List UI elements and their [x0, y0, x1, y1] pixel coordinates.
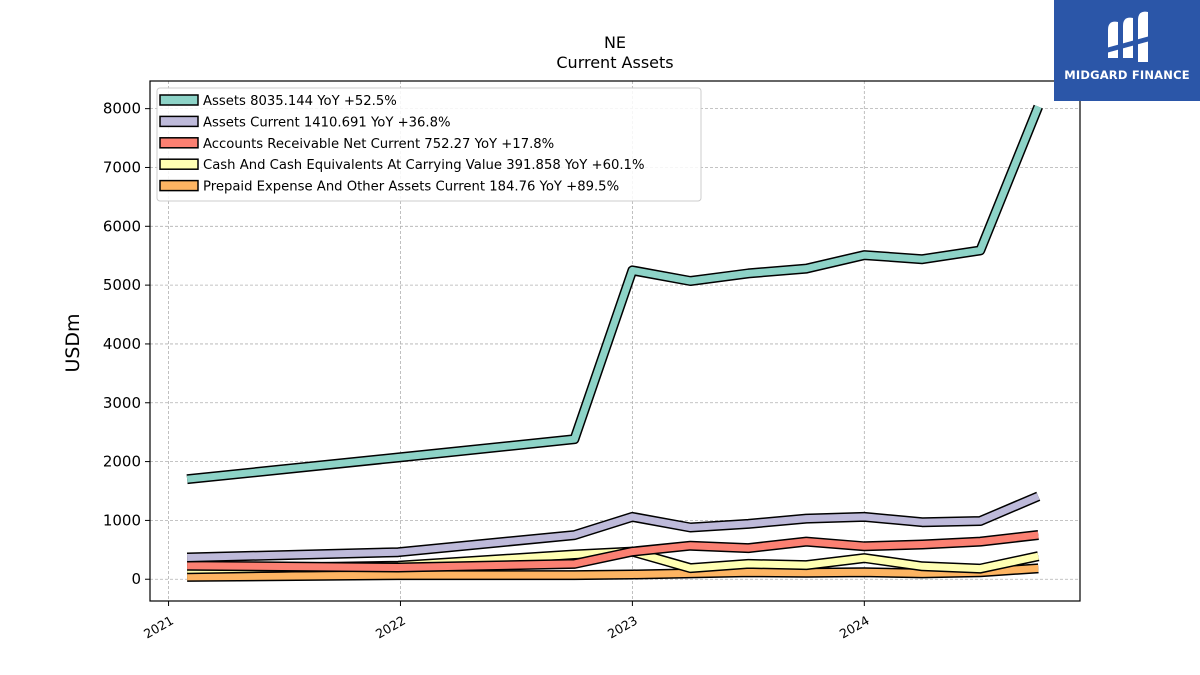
- legend-label: Assets 8035.144 YoY +52.5%: [203, 94, 397, 109]
- series-assets-current: [186, 491, 1041, 563]
- x-axis-ticks: 2021 2022 2023 2024: [141, 601, 872, 642]
- x-tick-label: 2022: [373, 613, 408, 642]
- y-tick-label: 2000: [103, 453, 141, 471]
- midgard-finance-logo: MIDGARD FINANCE: [1054, 0, 1200, 101]
- legend-item: Assets 8035.144 YoY +52.5%: [159, 94, 397, 109]
- midgard-logo-icon: [1106, 11, 1150, 62]
- series-line: [187, 493, 1040, 561]
- series-line: [187, 531, 1039, 571]
- y-tick-label: 3000: [103, 394, 141, 412]
- y-tick-label: 8000: [103, 100, 141, 118]
- legend-swatch: [159, 94, 199, 106]
- x-tick-label: 2021: [141, 613, 176, 642]
- legend-swatch: [159, 137, 199, 149]
- series-line: [186, 105, 1042, 483]
- legend-swatch: [159, 115, 199, 128]
- legend-swatch: [159, 179, 199, 192]
- y-tick-label: 1000: [103, 511, 141, 529]
- legend-item: Cash And Cash Equivalents At Carrying Va…: [159, 158, 644, 173]
- y-tick-label: 0: [131, 570, 141, 588]
- legend-label: Cash And Cash Equivalents At Carrying Va…: [203, 158, 644, 173]
- y-axis-ticks: 0 1000 2000 3000 4000 5000 6000 7000 8000: [103, 100, 150, 588]
- legend-item: Accounts Receivable Net Current 752.27 Y…: [159, 137, 554, 152]
- legend-label: Accounts Receivable Net Current 752.27 Y…: [203, 137, 554, 152]
- x-tick-label: 2023: [605, 613, 640, 642]
- legend-box: [156, 87, 702, 202]
- legend-label: Assets Current 1410.691 YoY +36.8%: [203, 115, 451, 130]
- chart-title: NE: [604, 33, 626, 52]
- legend-swatch: [159, 158, 199, 170]
- legend-item: Prepaid Expense And Other Assets Current…: [159, 179, 619, 195]
- y-axis-label: USDm: [62, 313, 84, 372]
- y-tick-label: 5000: [103, 276, 141, 294]
- series-accounts-receivable-net-current: [187, 530, 1039, 573]
- series-prepaid-expense-and-other-assets-current: [187, 563, 1039, 582]
- logo-text: MIDGARD FINANCE: [1064, 68, 1190, 82]
- series-cash-and-cash-equivalents-at-carrying-value: [187, 546, 1040, 575]
- y-tick-label: 6000: [103, 217, 141, 235]
- series-line: [187, 564, 1039, 581]
- series-line: [187, 548, 1040, 573]
- y-tick-label: 7000: [103, 158, 141, 176]
- legend-label: Prepaid Expense And Other Assets Current…: [203, 180, 619, 195]
- series-layer: [186, 104, 1043, 582]
- plot-frame: [149, 80, 1081, 602]
- y-tick-label: 4000: [103, 335, 141, 353]
- legend: Assets 8035.144 YoY +52.5% Assets Current…: [156, 87, 702, 202]
- series-assets: [186, 104, 1043, 485]
- x-tick-label: 2024: [837, 613, 872, 642]
- chart-subtitle: Current Assets: [556, 53, 673, 72]
- legend-item: Assets Current 1410.691 YoY +36.8%: [159, 115, 451, 130]
